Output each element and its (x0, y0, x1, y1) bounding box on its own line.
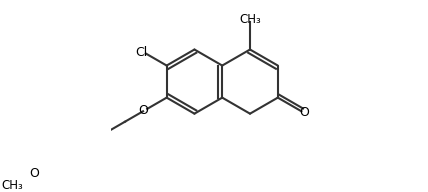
Text: Cl: Cl (135, 46, 147, 59)
Text: O: O (29, 167, 39, 180)
Text: O: O (299, 106, 309, 119)
Text: O: O (138, 104, 148, 117)
Text: CH₃: CH₃ (2, 179, 24, 192)
Text: CH₃: CH₃ (239, 13, 261, 26)
